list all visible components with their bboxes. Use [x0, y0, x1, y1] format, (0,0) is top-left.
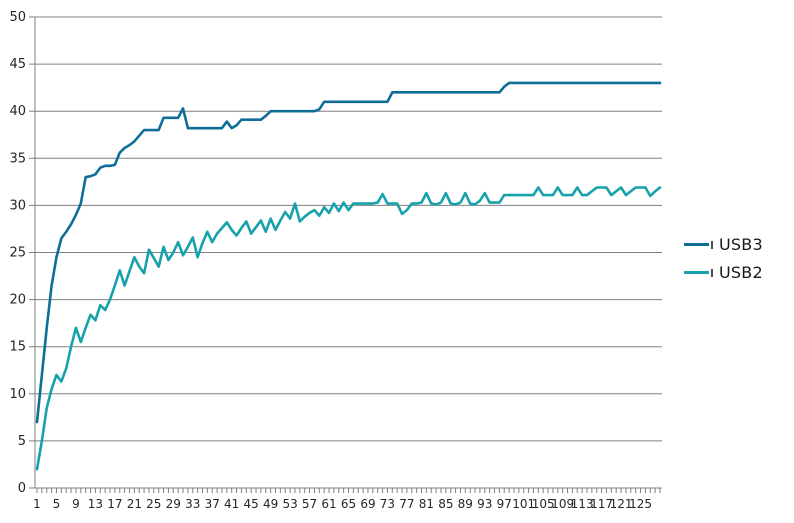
x-axis-tick-label: 89 — [458, 497, 473, 511]
y-axis-tick-label: 45 — [9, 57, 26, 72]
x-axis-tick-label: 61 — [321, 497, 336, 511]
x-axis-tick-label: 69 — [360, 497, 375, 511]
y-axis-tick-label: 0 — [18, 481, 26, 496]
series-line-usb3 — [35, 81, 662, 424]
usb3-line-swatch-icon — [684, 243, 709, 246]
legend-key-tick-icon — [711, 240, 713, 249]
y-axis-tick-label: 15 — [9, 340, 26, 355]
x-axis-tick-label: 125 — [629, 497, 652, 511]
x-axis-tick-label: 57 — [302, 497, 317, 511]
y-axis-tick-label: 35 — [9, 151, 26, 166]
y-axis-tick-label: 40 — [9, 104, 26, 119]
legend-label-usb2: USB2 — [719, 263, 763, 282]
series-line-usb2 — [35, 186, 662, 471]
x-axis-tick-label: 21 — [127, 497, 142, 511]
x-axis-tick-label: 121 — [610, 497, 633, 511]
x-axis-tick-label: 17 — [107, 497, 122, 511]
x-axis-tick-label: 49 — [263, 497, 278, 511]
y-axis-tick-label: 25 — [9, 246, 26, 261]
x-axis-tick-label: 113 — [571, 497, 594, 511]
x-axis-tick-label: 9 — [72, 497, 80, 511]
x-axis-tick-label: 53 — [282, 497, 297, 511]
x-axis-tick-label: 85 — [438, 497, 453, 511]
y-axis-tick-label: 30 — [9, 198, 26, 213]
y-axis-tick-label: 10 — [9, 387, 26, 402]
legend-item-usb2: USB2 — [684, 262, 763, 283]
legend-item-usb3: USB3 — [684, 234, 763, 255]
x-axis-tick-label: 33 — [185, 497, 200, 511]
x-axis-tick-label: 25 — [146, 497, 161, 511]
x-axis-tick-label: 1 — [33, 497, 41, 511]
x-axis-tick-label: 77 — [399, 497, 414, 511]
y-axis-tick-label: 20 — [9, 293, 26, 308]
x-axis-tick-label: 109 — [551, 497, 574, 511]
x-axis-tick-label: 97 — [497, 497, 512, 511]
x-axis-tick-label: 5 — [53, 497, 61, 511]
x-axis-tick-label: 65 — [341, 497, 356, 511]
x-axis-tick-label: 117 — [590, 497, 613, 511]
y-axis-tick-label: 50 — [9, 10, 26, 25]
x-axis-tick-label: 37 — [205, 497, 220, 511]
chart-legend: USB3 USB2 — [684, 234, 763, 283]
y-axis-tick-label: 5 — [18, 434, 26, 449]
x-axis-tick-label: 29 — [166, 497, 181, 511]
x-axis-tick-label: 105 — [532, 497, 555, 511]
x-axis-tick-label: 93 — [477, 497, 492, 511]
x-axis-tick-label: 73 — [380, 497, 395, 511]
x-axis-tick-label: 13 — [88, 497, 103, 511]
x-axis-tick-label: 45 — [244, 497, 259, 511]
legend-key-tick-icon — [711, 268, 713, 277]
legend-label-usb3: USB3 — [719, 235, 763, 254]
x-axis-tick-label: 101 — [512, 497, 535, 511]
x-axis-tick-label: 81 — [419, 497, 434, 511]
usb2-line-swatch-icon — [684, 271, 709, 274]
x-axis-tick-label: 41 — [224, 497, 239, 511]
